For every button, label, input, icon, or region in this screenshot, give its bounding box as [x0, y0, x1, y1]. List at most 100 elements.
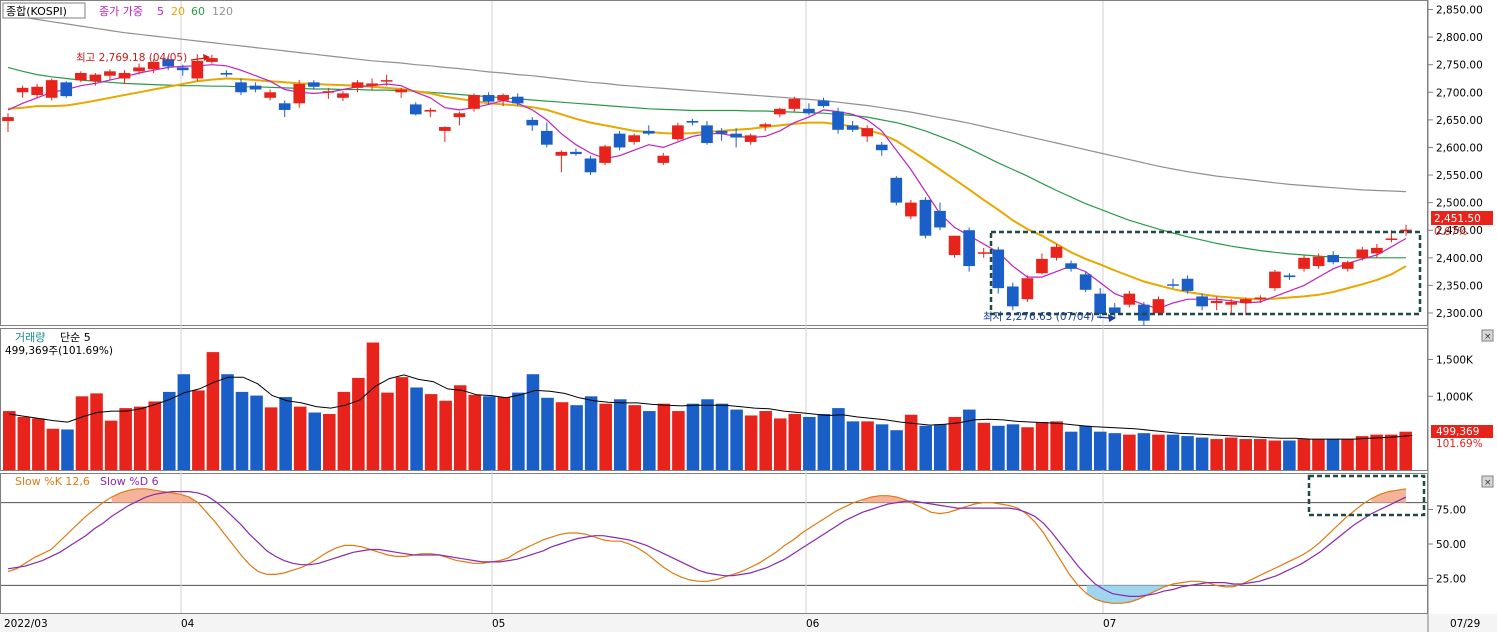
candle-body — [1283, 275, 1296, 278]
candle-body — [875, 144, 888, 151]
volume-bar — [381, 392, 394, 470]
candle-body — [1341, 262, 1354, 269]
volume-info: 499,369주(101.69%) — [5, 345, 113, 357]
candle-body — [1065, 263, 1077, 269]
volume-bar — [1137, 433, 1151, 470]
volume-bar — [1152, 434, 1165, 470]
close-icon: × — [1484, 478, 1492, 488]
candle-body — [992, 249, 1005, 289]
volume-bar — [686, 403, 700, 470]
candle-body — [1225, 301, 1238, 305]
candle-body — [235, 82, 247, 93]
price-title-box[interactable] — [2, 2, 86, 19]
candle-body — [60, 82, 73, 97]
volume-bar — [1093, 431, 1107, 470]
volume-bar — [206, 352, 220, 470]
candle-body — [1269, 271, 1281, 289]
volume-panel-close-button[interactable] — [1481, 329, 1494, 342]
candle-body — [1152, 299, 1165, 313]
candle-body — [599, 146, 611, 163]
slow-k-label: Slow %K 12,6 — [15, 475, 90, 488]
volume-bar — [1050, 421, 1063, 470]
candle-body — [104, 71, 116, 76]
volume-bar — [1079, 425, 1092, 470]
candle-body — [1021, 278, 1034, 300]
volume-bar — [192, 390, 205, 470]
stoch-fill-region — [1371, 488, 1406, 503]
volume-bar — [744, 415, 758, 470]
candle-body — [1123, 293, 1136, 305]
volume-bar — [163, 391, 176, 470]
price-panel-frame — [0, 0, 1428, 326]
stoch-fill-areas — [111, 488, 1406, 604]
stoch-fill-region — [111, 488, 198, 503]
candle-body — [147, 61, 160, 70]
overbought-box — [1307, 474, 1426, 517]
volume-bar — [1370, 434, 1383, 470]
candle-body — [395, 89, 408, 93]
candle-body — [1167, 284, 1179, 286]
volume-bar — [657, 403, 671, 470]
volume-panel-title: 거래량 — [15, 331, 45, 344]
volume-ma-label: 단순 5 — [60, 331, 91, 344]
candle-body — [307, 82, 320, 87]
candle-body — [1312, 256, 1325, 267]
consolidation-box — [989, 230, 1422, 316]
price-tick-label: 2,450.00 — [1436, 225, 1483, 237]
stoch-panel-close-button[interactable] — [1481, 475, 1494, 488]
candle-body — [453, 113, 466, 118]
candle-body — [118, 72, 131, 79]
volume-bar — [1195, 437, 1209, 470]
volume-bar — [788, 414, 802, 470]
volume-bar — [1123, 434, 1136, 470]
candle-body — [686, 120, 699, 123]
volume-last-badge — [1431, 425, 1493, 438]
volume-bar — [1064, 431, 1078, 470]
stoch-tick-label: 75.00 — [1436, 505, 1466, 517]
candle-body — [788, 98, 801, 109]
ma-legend-label: 종가 가중 — [99, 5, 143, 18]
candle-body — [628, 135, 641, 142]
volume-bar — [555, 402, 569, 470]
volume-tick-label: 1,000K — [1436, 391, 1474, 403]
candle-body — [773, 108, 786, 115]
volume-bar — [177, 374, 191, 470]
stoch-tick-label: 25.00 — [1436, 574, 1466, 586]
volume-bar — [395, 377, 409, 470]
candle-body — [337, 93, 349, 98]
volume-bar — [803, 416, 816, 470]
volume-bar — [715, 403, 729, 470]
price-tick-label: 2,650.00 — [1436, 115, 1483, 127]
candlestick-series — [2, 54, 1412, 326]
volume-bar — [1006, 424, 1020, 470]
candle-body — [963, 230, 975, 267]
volume-bar — [1399, 431, 1412, 470]
volume-bar — [32, 418, 45, 470]
candle-body — [715, 130, 728, 134]
stoch-fill-region — [862, 495, 915, 503]
volume-change-label: 101.69% — [1436, 438, 1483, 450]
volume-bar — [1312, 439, 1325, 470]
price-tick-label: 2,350.00 — [1436, 280, 1483, 292]
x-axis-strip — [0, 614, 1497, 632]
candle-body — [31, 86, 43, 96]
volume-bar — [1297, 439, 1311, 470]
volume-bar — [672, 411, 685, 470]
candle-body — [1210, 300, 1223, 304]
candle-body — [555, 151, 568, 156]
ma-legend-60: 60 — [191, 5, 205, 18]
candle-body — [351, 82, 364, 88]
volume-bar — [1035, 422, 1049, 470]
ma-legend-5: 5 — [157, 5, 164, 18]
last-price-badge — [1431, 211, 1493, 225]
candle-body — [890, 177, 903, 203]
candle-body — [1196, 296, 1208, 307]
candle-body — [861, 128, 874, 137]
volume-bar — [75, 396, 89, 470]
volume-bar — [599, 403, 612, 470]
volume-bar — [497, 397, 511, 470]
volume-bar — [133, 406, 147, 470]
candle-body — [133, 67, 145, 72]
price-tick-label: 2,750.00 — [1436, 60, 1483, 72]
